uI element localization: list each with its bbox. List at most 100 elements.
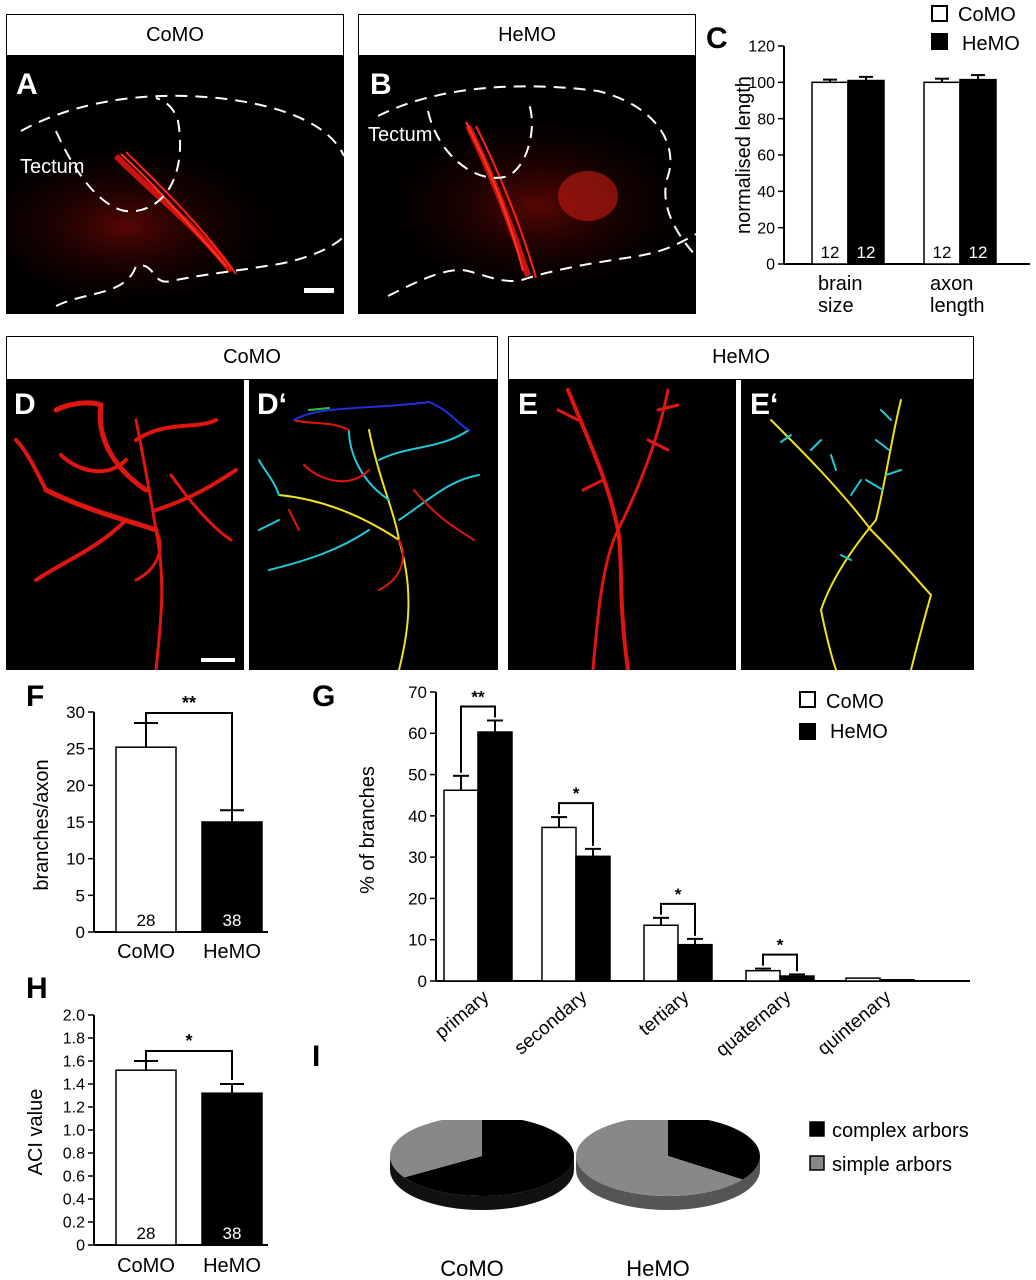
legend-swatch-hemo: [932, 34, 947, 49]
bar-CoMO: [846, 978, 880, 981]
legend-label-hemo: HeMO: [830, 721, 888, 743]
bar-HeMO: [960, 80, 996, 264]
legend-label-complex: complex arbors: [832, 1120, 969, 1142]
bar-CoMO: [746, 971, 780, 981]
sample-size: 12: [933, 243, 952, 262]
chart-h: 00.20.40.60.81.01.21.41.61.82.0ACI value…: [0, 990, 310, 1280]
y-tick-label: 25: [66, 740, 85, 759]
panel-d-header: CoMO: [6, 336, 498, 380]
bar-CoMO: [644, 925, 678, 981]
panel-g-letter: G: [312, 680, 335, 714]
axon-arbor-hemo-raw: [508, 380, 736, 670]
significance-marker: **: [471, 687, 485, 706]
y-tick-label: 60: [408, 724, 427, 743]
y-tick-label: 60: [757, 148, 775, 165]
panel-a-tectum-label: Tectum: [20, 156, 84, 179]
significance-marker: *: [675, 885, 682, 904]
y-axis-label: % of branches: [357, 766, 379, 894]
bar-HeMO: [848, 81, 884, 264]
chart-f: 051015202530branches/axon28CoMO38HeMO**: [0, 670, 310, 970]
x-tick-label: secondary: [511, 986, 592, 1059]
axon-arbor-como-raw: [6, 380, 244, 670]
y-tick-label: 20: [66, 776, 85, 795]
y-axis-label: ACI value: [25, 1089, 47, 1176]
y-tick-label: 1.2: [63, 1100, 85, 1117]
x-tick-label: length: [930, 295, 985, 317]
bar-CoMO: [542, 827, 576, 981]
legend-swatch-como: [932, 6, 947, 21]
panel-d2-image: [249, 380, 498, 670]
y-tick-label: 30: [408, 848, 427, 867]
y-tick-label: 30: [66, 703, 85, 722]
panel-d-image: [6, 380, 244, 670]
bar-HeMO: [880, 980, 914, 981]
panel-i-letter: I: [312, 1040, 320, 1074]
x-tick-label: tertiary: [635, 986, 693, 1040]
x-tick-label: CoMO: [117, 941, 175, 963]
x-tick-label: brain: [818, 273, 862, 295]
pie-label: CoMO: [440, 1256, 504, 1280]
y-tick-label: 1.0: [63, 1123, 85, 1140]
y-tick-label: 40: [408, 807, 427, 826]
x-tick-label: HeMO: [203, 1255, 261, 1277]
scale-bar-a: [304, 288, 334, 293]
significance-marker: *: [573, 784, 580, 803]
panel-e-divider: [736, 380, 741, 670]
y-tick-label: 1.6: [63, 1054, 85, 1071]
bar-HeMO: [678, 945, 712, 981]
bar-CoMO: [116, 747, 176, 932]
panel-e2-image: [741, 380, 974, 670]
y-tick-label: 0.8: [63, 1146, 85, 1163]
y-tick-label: 20: [408, 889, 427, 908]
panel-a-letter: A: [16, 68, 38, 102]
legend-label-simple: simple arbors: [832, 1154, 952, 1176]
sample-size: 12: [969, 243, 988, 262]
x-tick-label: quaternary: [712, 986, 795, 1060]
significance-marker: **: [182, 693, 196, 713]
y-tick-label: 20: [757, 220, 775, 237]
legend-label-como: CoMO: [958, 4, 1016, 26]
y-tick-label: 70: [408, 683, 427, 702]
panel-e-image: [508, 380, 736, 670]
x-tick-label: HeMO: [203, 941, 261, 963]
pie-label: HeMO: [626, 1256, 690, 1280]
bar-HeMO: [478, 732, 512, 981]
y-axis-label: normalised length: [733, 76, 755, 234]
sample-size: 28: [137, 1224, 156, 1243]
legend-swatch-como: [800, 692, 815, 707]
sample-size: 12: [821, 243, 840, 262]
bar-HeMO: [780, 976, 814, 981]
tectum-micrograph-a: [6, 56, 344, 314]
panel-d-letter: D: [14, 388, 36, 422]
legend-swatch-simple: [810, 1156, 824, 1170]
y-tick-label: 0: [76, 923, 85, 942]
y-tick-label: 10: [408, 931, 427, 950]
legend-label-como: CoMO: [826, 691, 884, 713]
chart-g: 010203040506070% of branches**primary*se…: [340, 670, 1036, 1060]
y-tick-label: 120: [748, 39, 775, 56]
legend-swatch-hemo: [800, 724, 815, 739]
y-tick-label: 50: [408, 766, 427, 785]
significance-marker: *: [777, 936, 784, 955]
sample-size: 28: [137, 911, 156, 930]
panel-e2-letter: E‘: [750, 388, 778, 422]
tectum-micrograph-b: [358, 56, 696, 314]
bar-HeMO: [576, 856, 610, 981]
panel-a-header: CoMO: [6, 14, 344, 56]
y-tick-label: 1.8: [63, 1031, 85, 1048]
panel-b-image: [358, 56, 696, 314]
y-tick-label: 0: [766, 257, 775, 274]
panel-e-letter: E: [518, 388, 538, 422]
significance-marker: *: [185, 1031, 192, 1051]
x-tick-label: axon: [930, 273, 973, 295]
y-tick-label: 80: [757, 111, 775, 128]
bar-HeMO: [202, 1093, 262, 1245]
axon-arbor-hemo-traced: [741, 380, 974, 670]
y-tick-label: 0: [76, 1238, 85, 1255]
sample-size: 38: [223, 911, 242, 930]
sample-size: 38: [223, 1224, 242, 1243]
bar-CoMO: [812, 82, 848, 264]
sample-size: 12: [857, 243, 876, 262]
panel-e-header: HeMO: [508, 336, 974, 380]
x-tick-label: size: [818, 295, 854, 317]
